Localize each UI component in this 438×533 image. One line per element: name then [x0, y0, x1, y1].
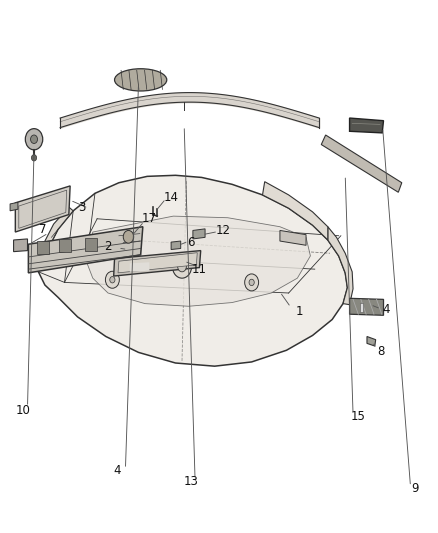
Text: 4: 4 — [113, 464, 120, 477]
Polygon shape — [262, 182, 328, 240]
Text: 11: 11 — [192, 263, 207, 276]
Circle shape — [178, 261, 186, 272]
Polygon shape — [59, 239, 71, 252]
Text: 2: 2 — [104, 240, 112, 253]
Polygon shape — [39, 175, 347, 366]
Polygon shape — [171, 241, 181, 249]
Polygon shape — [367, 336, 376, 346]
Polygon shape — [37, 241, 49, 254]
Circle shape — [32, 155, 37, 161]
Polygon shape — [321, 135, 402, 192]
Polygon shape — [350, 118, 384, 133]
Circle shape — [249, 279, 254, 286]
Polygon shape — [130, 262, 149, 272]
Polygon shape — [15, 186, 70, 232]
Polygon shape — [28, 227, 143, 273]
Polygon shape — [114, 251, 201, 276]
Text: 1: 1 — [296, 305, 303, 318]
Text: 6: 6 — [187, 236, 194, 249]
Text: 17: 17 — [142, 212, 157, 225]
Polygon shape — [10, 203, 18, 211]
Text: 9: 9 — [411, 482, 419, 495]
Circle shape — [245, 274, 258, 291]
Circle shape — [173, 255, 191, 278]
Text: 12: 12 — [216, 224, 231, 237]
Polygon shape — [328, 227, 353, 305]
Text: 13: 13 — [183, 475, 198, 488]
Polygon shape — [350, 298, 384, 316]
Text: 10: 10 — [16, 404, 31, 417]
Polygon shape — [35, 207, 73, 272]
Polygon shape — [14, 239, 28, 252]
Circle shape — [25, 128, 43, 150]
Circle shape — [110, 277, 115, 283]
Ellipse shape — [115, 69, 167, 91]
Circle shape — [123, 230, 134, 243]
Text: 3: 3 — [78, 200, 85, 214]
Polygon shape — [86, 216, 311, 306]
Polygon shape — [85, 238, 97, 251]
Text: 7: 7 — [39, 223, 46, 236]
Polygon shape — [193, 229, 205, 239]
Text: 14: 14 — [164, 191, 179, 204]
Text: 15: 15 — [351, 409, 366, 423]
Polygon shape — [118, 253, 197, 273]
Text: 8: 8 — [377, 345, 385, 358]
Polygon shape — [360, 303, 363, 312]
Text: 4: 4 — [383, 303, 390, 317]
Polygon shape — [280, 230, 306, 245]
Circle shape — [31, 135, 38, 143]
Circle shape — [106, 271, 119, 288]
